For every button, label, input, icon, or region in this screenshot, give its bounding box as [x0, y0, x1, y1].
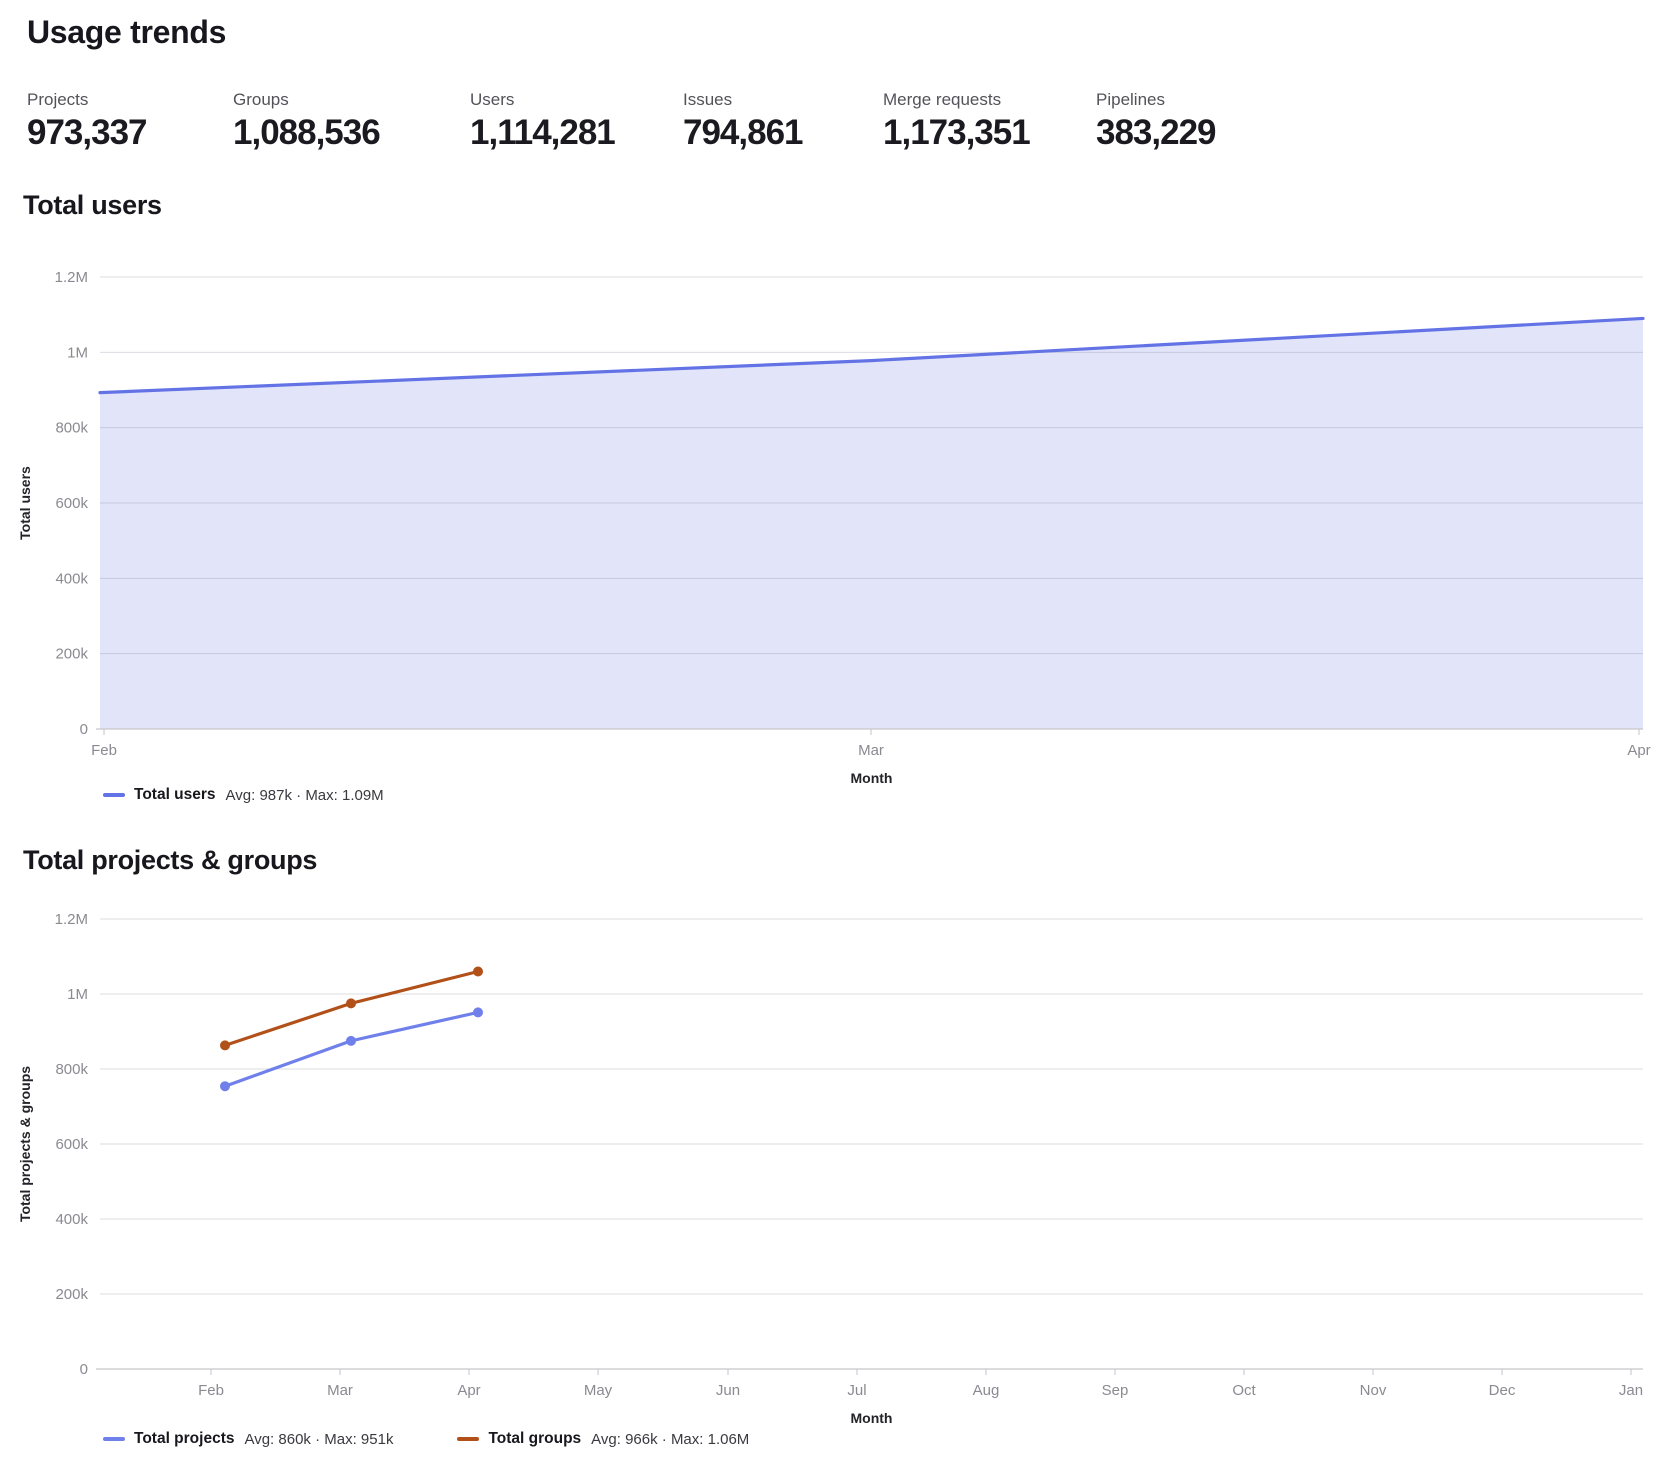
stat-value: 973,337: [27, 113, 148, 152]
total-users-legend: Total users Avg: 987k · Max: 1.09M: [103, 786, 384, 804]
y-axis-tick-label: 0: [80, 721, 88, 738]
legend-dash-icon: [457, 1437, 480, 1441]
series-line: [98, 316, 1645, 395]
y-axis-tick-label: 1M: [67, 344, 88, 361]
stat-value: 794,861: [683, 113, 804, 152]
stat-groups: Groups 1,088,536: [233, 90, 381, 153]
stat-label: Groups: [233, 90, 289, 109]
data-point[interactable]: [346, 1035, 356, 1046]
y-axis-tick-label: 200k: [55, 1286, 88, 1303]
stat-projects: Projects 973,337: [27, 90, 148, 153]
data-point[interactable]: [220, 1040, 230, 1051]
total-projects-groups-chart[interactable]: 0 200k 400k 600k 800k 1M 1.2M Feb Mar Apr May Jun Ju…: [0, 880, 1676, 1472]
stat-merge-requests: Merge requests 1,173,351: [883, 90, 1031, 153]
y-axis-tick-label: 600k: [55, 1136, 88, 1153]
x-axis-tick-label: Dec: [1489, 1382, 1516, 1399]
stat-label: Merge requests: [883, 90, 1002, 109]
legend-series-stats: Avg: 987k · Max: 1.09M: [225, 786, 384, 804]
total-projects-groups-section-title: Total projects & groups: [23, 845, 318, 875]
y-axis-tick-label: 600k: [55, 495, 88, 512]
total-projects-groups-legend: Total projects Avg: 860k · Max: 951k Tot…: [103, 1430, 749, 1448]
series-line: [223, 1010, 480, 1088]
y-axis-tick-label: 400k: [55, 1211, 88, 1228]
legend-item-total-users[interactable]: Total users Avg: 987k · Max: 1.09M: [103, 786, 384, 804]
y-axis-tick-label: 200k: [55, 646, 88, 663]
legend-dash-icon: [103, 793, 125, 797]
data-point[interactable]: [346, 998, 356, 1009]
stat-value: 383,229: [1096, 113, 1217, 152]
stat-value: 1,114,281: [470, 113, 616, 152]
x-axis-tick-label: Oct: [1232, 1382, 1256, 1399]
x-axis-tick-label: Mar: [858, 742, 884, 759]
data-point[interactable]: [220, 1081, 230, 1092]
stat-label: Projects: [27, 90, 89, 109]
y-axis-tick-label: 800k: [55, 1061, 88, 1078]
x-axis-tick-label: Aug: [973, 1382, 1000, 1399]
area-fill: [100, 318, 1643, 729]
y-axis-tick-label: 800k: [55, 420, 88, 437]
y-axis-tick-label: 1.2M: [55, 269, 88, 286]
legend-series-name: Total projects: [134, 1430, 235, 1447]
legend-item-total-projects[interactable]: Total projects Avg: 860k · Max: 951k: [103, 1430, 393, 1448]
x-axis-tick-label: Sep: [1102, 1382, 1129, 1399]
total-users-chart[interactable]: 0 200k 400k 600k 800k 1M 1.2M Feb Mar Apr Total us…: [0, 240, 1676, 810]
legend-dash-icon: [103, 1437, 125, 1441]
legend-series-name: Total users: [134, 786, 216, 803]
stat-value: 1,173,351: [883, 113, 1031, 152]
x-axis-tick-label: Feb: [198, 1382, 224, 1399]
x-axis-tick-label: Feb: [91, 742, 117, 759]
data-point[interactable]: [473, 1007, 483, 1018]
y-axis-tick-label: 1M: [67, 986, 88, 1003]
stat-users: Users 1,114,281: [470, 90, 616, 153]
x-axis-tick-label: Apr: [457, 1382, 480, 1399]
y-axis-tick-label: 400k: [55, 570, 88, 587]
x-axis-tick-label: Jan: [1619, 1382, 1643, 1399]
x-axis-tick-label: May: [584, 1382, 613, 1399]
stat-value: 1,088,536: [233, 113, 381, 152]
x-axis-title: Month: [851, 770, 893, 786]
x-axis-tick-label: Jun: [716, 1382, 740, 1399]
x-axis-tick-label: Mar: [327, 1382, 353, 1399]
x-axis-tick-label: Jul: [847, 1382, 866, 1399]
legend-series-stats: Avg: 966k · Max: 1.06M: [591, 1430, 750, 1448]
total-users-section-title: Total users: [23, 190, 162, 220]
x-axis-tick-label: Nov: [1360, 1382, 1387, 1399]
stat-issues: Issues 794,861: [683, 90, 804, 153]
stat-pipelines: Pipelines 383,229: [1096, 90, 1217, 153]
legend-item-total-groups[interactable]: Total groups Avg: 966k · Max: 1.06M: [457, 1430, 749, 1448]
legend-series-stats: Avg: 860k · Max: 951k: [244, 1430, 394, 1448]
series-line: [223, 969, 480, 1047]
y-axis-title: Total projects & groups: [17, 1066, 33, 1222]
y-axis-tick-label: 1.2M: [55, 911, 88, 928]
stat-label: Pipelines: [1096, 90, 1165, 109]
stat-label: Issues: [683, 90, 733, 109]
x-axis-title: Month: [851, 1410, 893, 1426]
stat-label: Users: [470, 90, 515, 109]
page-title: Usage trends: [27, 14, 227, 50]
y-axis-tick-label: 0: [80, 1361, 88, 1378]
legend-series-name: Total groups: [488, 1430, 582, 1447]
data-point[interactable]: [473, 966, 483, 977]
x-axis-tick-label: Apr: [1627, 742, 1650, 759]
y-axis-title: Total users: [17, 466, 33, 540]
